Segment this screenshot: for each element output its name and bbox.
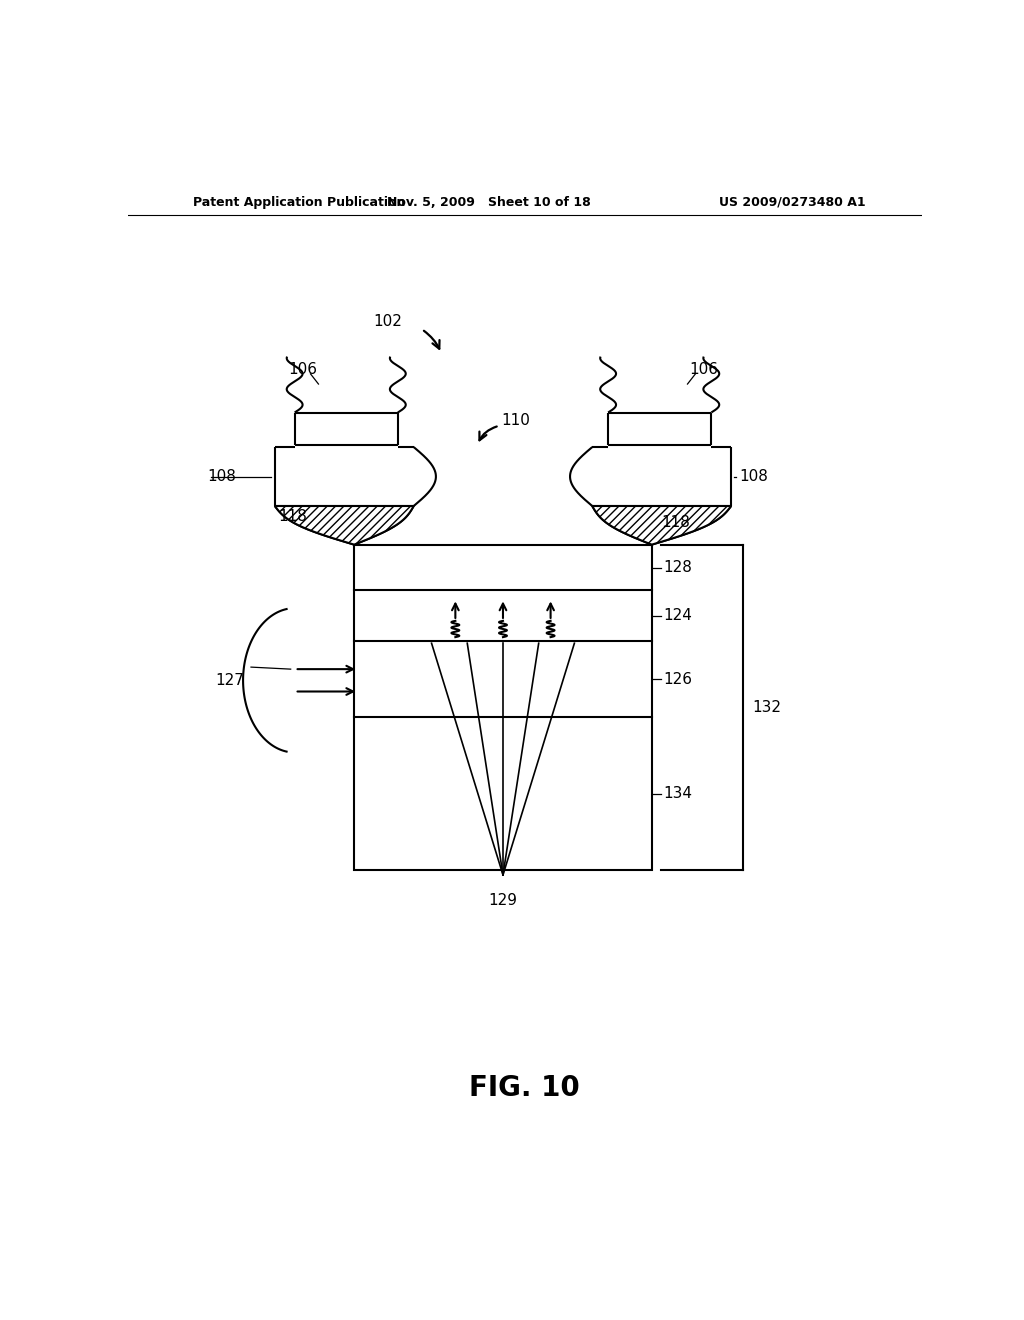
Text: 118: 118 — [279, 508, 307, 524]
Text: 108: 108 — [739, 469, 768, 484]
Polygon shape — [274, 506, 414, 545]
Text: Nov. 5, 2009   Sheet 10 of 18: Nov. 5, 2009 Sheet 10 of 18 — [387, 195, 591, 209]
Text: US 2009/0273480 A1: US 2009/0273480 A1 — [720, 195, 866, 209]
Text: 106: 106 — [288, 362, 317, 378]
Text: Patent Application Publication: Patent Application Publication — [194, 195, 406, 209]
Text: 102: 102 — [373, 314, 401, 329]
Text: 108: 108 — [207, 469, 237, 484]
Polygon shape — [592, 506, 731, 545]
FancyArrowPatch shape — [297, 665, 353, 672]
Text: 127: 127 — [215, 673, 244, 688]
Text: 132: 132 — [753, 700, 781, 714]
Text: 134: 134 — [664, 787, 692, 801]
Text: 118: 118 — [662, 515, 690, 529]
Text: 110: 110 — [501, 413, 529, 428]
FancyArrowPatch shape — [297, 688, 353, 694]
Text: FIG. 10: FIG. 10 — [469, 1074, 581, 1102]
Bar — [354, 545, 652, 870]
Text: 126: 126 — [664, 672, 692, 686]
Text: 106: 106 — [689, 362, 718, 378]
Text: 128: 128 — [664, 560, 692, 576]
Text: 124: 124 — [664, 609, 692, 623]
Text: 129: 129 — [488, 892, 517, 908]
